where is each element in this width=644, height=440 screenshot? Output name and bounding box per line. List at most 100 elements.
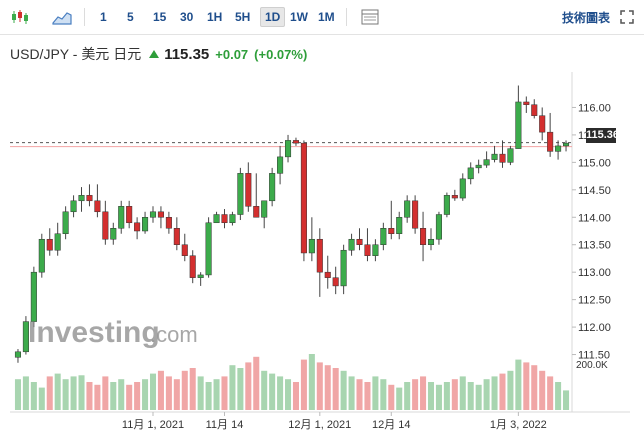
volume-bar [412,379,419,410]
candle-body [388,228,395,234]
y-tick-label: 112.00 [578,322,611,334]
expand-icon[interactable] [620,10,634,29]
candle-body [189,255,196,278]
volume-bar [213,379,220,410]
volume-bar [539,370,546,410]
candle-body [308,238,315,254]
volume-bar [157,370,164,410]
candle-body [356,238,363,245]
y-tick-label: 113.00 [578,267,611,279]
candle-body [110,228,117,240]
x-tick-label: 11月 1, 2021 [122,419,184,431]
volume-bar [30,382,37,410]
candle-body [118,206,125,229]
timeframe-1h[interactable]: 1H [207,10,223,24]
timeframe-1w[interactable]: 1W [290,10,308,24]
candle-body [237,173,244,215]
candle-body [142,217,149,232]
timeframe-30[interactable]: 30 [180,10,194,24]
current-price-tag: 115.36 [586,128,620,143]
y-tick-label: 114.50 [578,185,611,197]
candle-body [332,277,339,287]
candlestick-icon[interactable] [8,6,32,28]
volume-bar [277,376,284,410]
volume-bar [126,384,133,410]
last-price: 115.35 [164,45,210,63]
volume-bar [523,362,530,410]
volume-bar [245,362,252,410]
candle-body [420,228,427,245]
volume-bar [467,382,474,410]
timeframe-1d[interactable]: 1D [260,7,286,27]
volume-bar [555,382,562,410]
volume-bar [499,373,506,410]
candle-body [181,244,188,256]
y-tick-label: 111.50 [578,350,610,362]
candle-body [491,153,498,160]
candle-body [467,167,474,180]
volume-scale-label: 200.0K [576,360,608,371]
candle-body [253,206,260,218]
timeframe-5[interactable]: 5 [127,10,134,24]
volume-bar [62,379,69,410]
candle-body [435,214,442,240]
candle-body [451,195,458,199]
price-chart[interactable]: 111.50 112.00 112.50 113.00 113.50 114.00 114.… [0,72,644,440]
volume-bar [332,368,339,410]
candle-body [54,233,61,251]
candle-body [427,238,435,245]
volume-bar [380,379,387,410]
candle-body [348,238,355,251]
toolbar-separator [346,8,347,26]
volume-bar [237,368,244,410]
volume-bar [388,384,395,410]
timeframe-15[interactable]: 15 [153,10,167,24]
candle-body [157,211,164,218]
volume-bar [181,370,188,410]
volume-bar [300,359,307,410]
candle-body [134,222,141,232]
volume-bar [372,376,379,410]
volume-bar [221,376,228,410]
timeframe-1[interactable]: 1 [100,10,107,24]
volume-bar [491,376,498,410]
volume-bar [86,382,93,410]
volume-bar [14,379,21,410]
candle-body [38,238,45,273]
volume-bar [483,379,490,410]
candle-body [22,321,29,353]
area-chart-icon[interactable] [50,6,74,28]
candle-body [507,148,514,163]
candle-body [499,153,506,163]
volume-bar [316,362,323,410]
volume-bar [110,382,117,410]
volume-bar [324,365,331,410]
toolbar-separator [84,8,85,26]
timeframe-1m[interactable]: 1M [318,10,335,24]
volume-bar [443,382,450,410]
candle-body [245,173,252,207]
candle-body [284,140,292,158]
volume-bar [285,379,292,410]
tech-chart-link[interactable]: 技術圖表 [561,11,610,25]
x-tick-label: 12月 14 [372,419,411,431]
timeframe-5h[interactable]: 5H [235,10,251,24]
y-tick-label: 115.00 [578,157,611,169]
candle-body [412,200,419,229]
x-tick-label: 1月 3, 2022 [490,419,547,431]
candle-body [364,244,371,256]
table-icon[interactable] [358,6,382,28]
y-tick-label: 113.50 [578,240,611,252]
volume-bar [173,379,180,410]
candle-body [86,195,93,202]
candle-body [380,228,387,245]
candle-body [523,101,530,105]
volume-bar [308,354,315,410]
volume-bar [507,370,514,410]
candle-body [483,159,490,166]
candle-body [531,104,538,116]
candle-body [396,217,403,234]
candle-body [539,115,546,133]
volume-bar [459,376,466,410]
x-tick-label: 12月 1, 2021 [288,419,351,431]
